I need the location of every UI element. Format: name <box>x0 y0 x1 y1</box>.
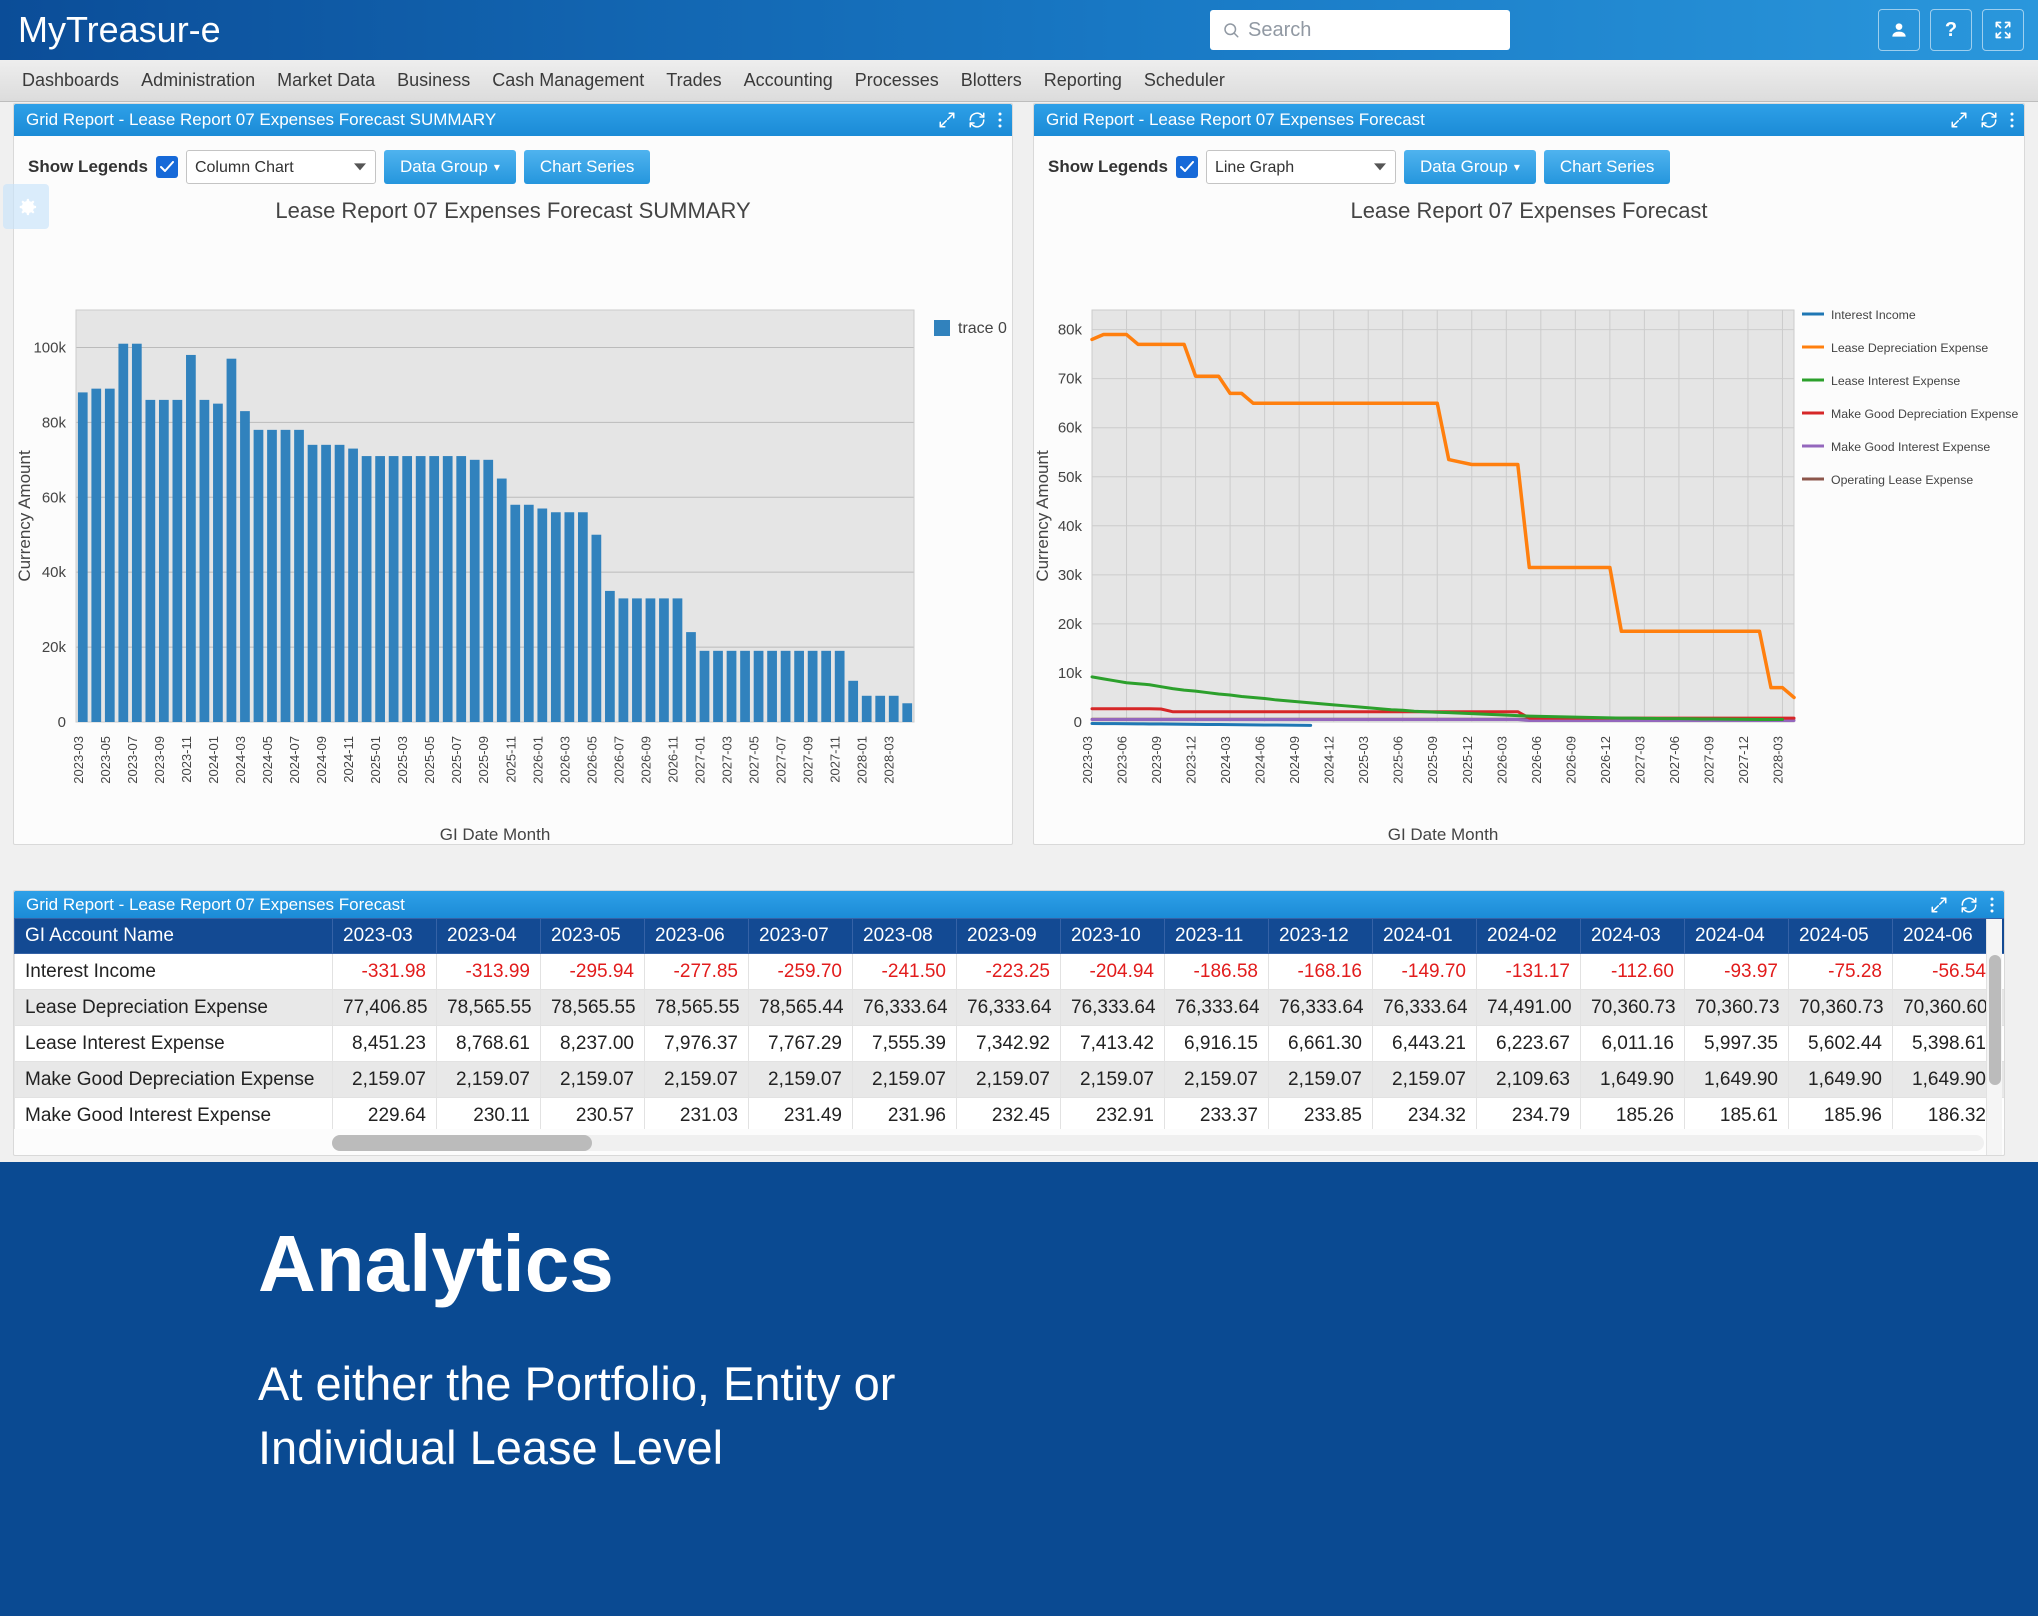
svg-text:2023-06: 2023-06 <box>1115 736 1130 784</box>
svg-text:trace 0: trace 0 <box>958 320 1007 337</box>
svg-text:30k: 30k <box>1058 567 1083 584</box>
svg-text:0: 0 <box>1074 714 1082 731</box>
svg-text:2023-09: 2023-09 <box>1149 736 1164 784</box>
svg-text:2024-05: 2024-05 <box>260 736 275 784</box>
svg-text:Operating Lease Expense: Operating Lease Expense <box>1831 473 1973 487</box>
svg-text:2027-07: 2027-07 <box>774 736 789 784</box>
svg-text:2025-07: 2025-07 <box>449 736 464 784</box>
svg-text:2024-03: 2024-03 <box>1218 736 1233 784</box>
svg-text:2027-09: 2027-09 <box>1701 736 1716 784</box>
svg-text:2026-06: 2026-06 <box>1529 736 1544 784</box>
svg-text:GI Date Month: GI Date Month <box>440 825 551 844</box>
svg-text:2026-01: 2026-01 <box>530 736 545 784</box>
svg-text:2025-11: 2025-11 <box>503 736 518 783</box>
svg-text:2027-03: 2027-03 <box>1632 736 1647 784</box>
svg-text:2023-12: 2023-12 <box>1184 736 1199 784</box>
svg-text:40k: 40k <box>42 564 67 581</box>
svg-text:80k: 80k <box>1058 322 1083 339</box>
svg-text:80k: 80k <box>42 414 67 431</box>
svg-text:Currency Amount: Currency Amount <box>15 450 34 582</box>
svg-text:2026-05: 2026-05 <box>584 736 599 784</box>
svg-text:2027-09: 2027-09 <box>801 736 816 784</box>
svg-text:0: 0 <box>58 714 66 731</box>
svg-text:50k: 50k <box>1058 469 1083 486</box>
svg-text:2026-09: 2026-09 <box>1563 736 1578 784</box>
svg-text:2026-11: 2026-11 <box>665 736 680 783</box>
svg-text:2026-12: 2026-12 <box>1598 736 1613 784</box>
svg-text:2023-11: 2023-11 <box>179 736 194 783</box>
svg-text:2024-12: 2024-12 <box>1322 736 1337 784</box>
svg-text:10k: 10k <box>1058 665 1083 682</box>
svg-text:2028-03: 2028-03 <box>882 736 897 784</box>
svg-text:Make Good Depreciation Expense: Make Good Depreciation Expense <box>1831 407 2018 421</box>
svg-text:2027-03: 2027-03 <box>720 736 735 784</box>
svg-text:2027-12: 2027-12 <box>1736 736 1751 784</box>
svg-text:2026-03: 2026-03 <box>557 736 572 784</box>
svg-text:2026-07: 2026-07 <box>611 736 626 784</box>
svg-text:2024-06: 2024-06 <box>1253 736 1268 784</box>
svg-text:2023-09: 2023-09 <box>152 736 167 784</box>
svg-text:GI Date Month: GI Date Month <box>1388 825 1499 844</box>
svg-text:2023-03: 2023-03 <box>71 736 86 784</box>
svg-text:2026-09: 2026-09 <box>638 736 653 784</box>
svg-text:2025-05: 2025-05 <box>422 736 437 784</box>
svg-text:2025-01: 2025-01 <box>368 736 383 784</box>
svg-text:Make Good Interest Expense: Make Good Interest Expense <box>1831 440 1990 454</box>
svg-text:2025-09: 2025-09 <box>1425 736 1440 784</box>
svg-text:2025-06: 2025-06 <box>1391 736 1406 784</box>
svg-text:60k: 60k <box>42 489 67 506</box>
svg-text:Currency Amount: Currency Amount <box>1034 450 1052 582</box>
svg-text:2023-03: 2023-03 <box>1080 736 1095 784</box>
svg-text:2024-03: 2024-03 <box>233 736 248 784</box>
svg-text:Lease Interest Expense: Lease Interest Expense <box>1831 374 1960 388</box>
svg-text:2026-03: 2026-03 <box>1494 736 1509 784</box>
svg-text:2024-11: 2024-11 <box>341 736 356 783</box>
svg-text:20k: 20k <box>1058 616 1083 633</box>
svg-text:2028-01: 2028-01 <box>855 736 870 784</box>
svg-text:2028-03: 2028-03 <box>1770 736 1785 784</box>
svg-text:2025-12: 2025-12 <box>1460 736 1475 784</box>
svg-text:100k: 100k <box>33 339 66 356</box>
svg-text:60k: 60k <box>1058 420 1083 437</box>
svg-text:2025-09: 2025-09 <box>476 736 491 784</box>
svg-text:Interest Income: Interest Income <box>1831 308 1916 322</box>
svg-text:2025-03: 2025-03 <box>1356 736 1371 784</box>
svg-text:70k: 70k <box>1058 371 1083 388</box>
svg-text:2024-09: 2024-09 <box>314 736 329 784</box>
svg-text:2023-05: 2023-05 <box>98 736 113 784</box>
svg-text:40k: 40k <box>1058 518 1083 535</box>
svg-text:2027-01: 2027-01 <box>693 736 708 784</box>
svg-text:20k: 20k <box>42 639 67 656</box>
svg-text:2025-03: 2025-03 <box>395 736 410 784</box>
svg-text:2027-06: 2027-06 <box>1667 736 1682 784</box>
svg-text:2024-01: 2024-01 <box>206 736 221 784</box>
svg-text:2027-05: 2027-05 <box>747 736 762 784</box>
svg-text:2024-07: 2024-07 <box>287 736 302 784</box>
svg-text:Lease Depreciation Expense: Lease Depreciation Expense <box>1831 341 1988 355</box>
svg-text:2023-07: 2023-07 <box>125 736 140 784</box>
svg-text:2027-11: 2027-11 <box>828 736 843 783</box>
svg-text:2024-09: 2024-09 <box>1287 736 1302 784</box>
